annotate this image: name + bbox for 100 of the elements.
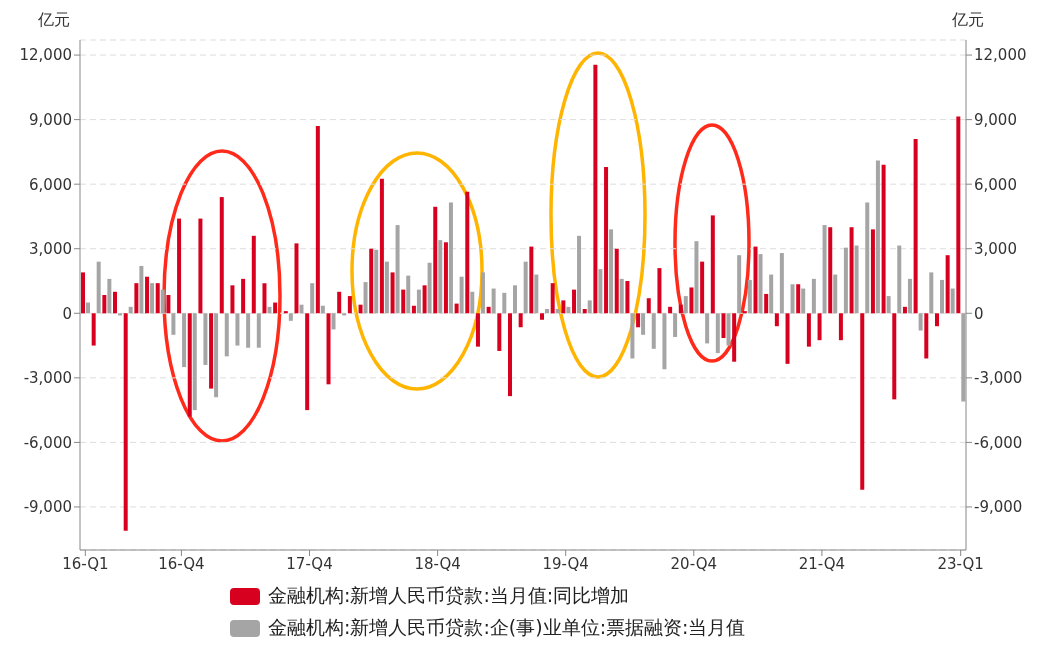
bar (230, 285, 235, 314)
bar (395, 225, 400, 314)
bar (582, 308, 587, 314)
bar (139, 265, 144, 314)
bar (662, 313, 667, 370)
bar (96, 261, 101, 314)
bar (128, 306, 133, 314)
bar (817, 313, 822, 341)
bar (561, 300, 566, 314)
bar (411, 305, 416, 314)
bar (545, 308, 550, 314)
bar (251, 235, 256, 314)
bar (427, 262, 432, 314)
bar (337, 291, 342, 314)
bar (256, 313, 261, 348)
y-axis-title: 亿元 (38, 10, 70, 31)
bar (747, 279, 752, 314)
bar (550, 283, 555, 314)
bar (881, 164, 886, 314)
x-tick-label: 16-Q1 (62, 554, 109, 573)
bar (897, 245, 902, 314)
bar (753, 246, 758, 314)
bar (790, 284, 795, 314)
bar (566, 306, 571, 314)
bar (448, 202, 453, 314)
bar (241, 278, 246, 314)
bar (235, 313, 240, 346)
bar (721, 313, 726, 339)
bar (913, 138, 918, 314)
bar (715, 313, 720, 354)
x-tick-label: 17-Q4 (286, 554, 333, 573)
bar (443, 242, 448, 314)
bar (224, 313, 229, 357)
bar (459, 276, 464, 314)
y2-tick-label: -6,000 (974, 433, 1023, 452)
bar (320, 305, 325, 314)
bar (182, 313, 187, 368)
bar (438, 240, 443, 314)
bar (694, 241, 699, 314)
bar (779, 253, 784, 314)
y2-tick-label: 9,000 (974, 110, 1017, 129)
bar (315, 126, 320, 314)
bar (630, 313, 635, 359)
bar (454, 303, 459, 314)
bar (918, 313, 923, 331)
bar (219, 197, 224, 314)
bar (732, 313, 737, 362)
bar (604, 166, 609, 314)
bar (678, 304, 683, 314)
bar (614, 248, 619, 314)
bar (555, 308, 560, 314)
bar (572, 289, 577, 314)
bar (811, 278, 816, 314)
legend-label: 金融机构:新增人民币贷款:企(事)业单位:票据融资:当月值 (268, 615, 746, 640)
bar (203, 313, 208, 365)
bar (668, 306, 673, 314)
bar (288, 313, 293, 321)
bar (758, 254, 763, 314)
bar (892, 313, 897, 400)
bar (854, 245, 859, 314)
bar (641, 313, 646, 335)
bar (363, 282, 368, 314)
y2-tick-label: 12,000 (974, 46, 1027, 65)
bar (123, 313, 128, 531)
bar (177, 218, 182, 314)
bar (833, 274, 838, 314)
bar (689, 287, 694, 314)
bar (326, 313, 331, 385)
bar (843, 247, 848, 314)
bar (801, 288, 806, 314)
bar (379, 178, 384, 314)
bar (246, 313, 251, 348)
bar (299, 304, 304, 314)
bar (587, 300, 592, 314)
x-tick-label: 18-Q4 (414, 554, 461, 573)
y2-tick-label: 6,000 (974, 175, 1017, 194)
bar (950, 288, 955, 314)
y-tick-label: -9,000 (23, 498, 72, 517)
bar (609, 229, 614, 314)
bar (486, 306, 491, 314)
y-tick-label: -3,000 (23, 369, 72, 388)
bar (192, 313, 197, 411)
bar (209, 313, 214, 389)
bar (155, 283, 160, 314)
bar (828, 227, 833, 314)
bar (416, 289, 421, 314)
bar (902, 306, 907, 314)
bar (347, 296, 352, 314)
bar (305, 313, 310, 411)
bar (529, 246, 534, 314)
bar (331, 313, 336, 330)
x-tick-label: 19-Q4 (542, 554, 589, 573)
bar (764, 293, 769, 314)
bar (705, 313, 710, 344)
bar (934, 313, 939, 327)
bar (390, 272, 395, 314)
bar (961, 313, 966, 402)
bar (422, 285, 427, 314)
bar (636, 313, 641, 328)
bar (785, 313, 790, 364)
